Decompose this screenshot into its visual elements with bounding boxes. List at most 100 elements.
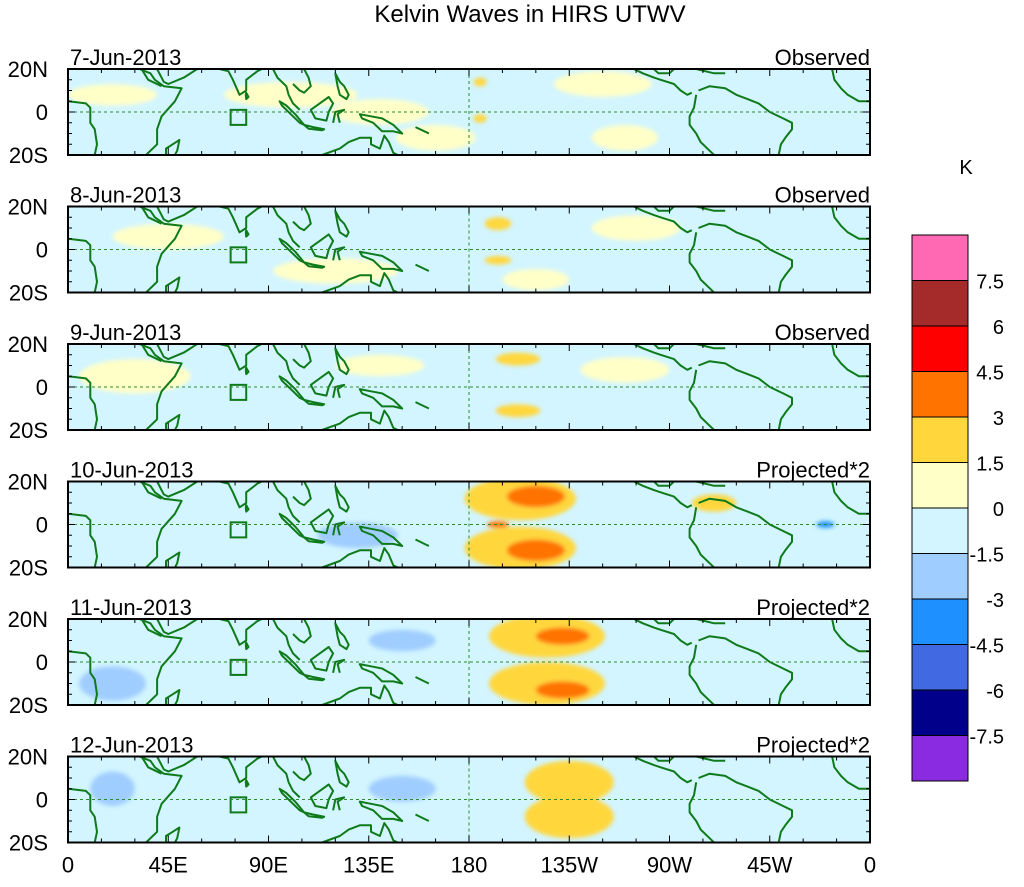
lat-tick-label: 20S <box>9 281 48 306</box>
red-sea-coast <box>140 206 163 225</box>
mexico-coast <box>633 619 693 646</box>
colorbar-label: 3 <box>993 408 1004 430</box>
java <box>303 123 326 132</box>
madagascar <box>165 826 181 843</box>
africa-coast <box>68 375 98 430</box>
sri-lanka <box>244 504 250 513</box>
positive-anomaly <box>335 354 425 377</box>
mexico-coast <box>633 481 693 509</box>
positive-anomaly <box>112 223 224 250</box>
west-africa <box>831 619 870 653</box>
arabia-coast <box>156 756 198 773</box>
lon-tick-label: 45W <box>747 853 792 878</box>
map-panel: 20N 0 20S 9-Jun-2013 Observed <box>8 320 871 443</box>
red-sea-coast <box>140 619 163 638</box>
south-america-west <box>688 94 715 155</box>
panel-type-label: Observed <box>775 320 870 345</box>
australia-north <box>321 547 399 568</box>
colorbar-label: 6 <box>993 317 1004 339</box>
south-america-west <box>688 644 715 705</box>
map-panel: 20N 0 20S 12-Jun-2013 Projected*2 <box>8 733 871 856</box>
panel-date: 10-Jun-2013 <box>70 458 194 483</box>
positive-anomaly <box>502 268 570 291</box>
colorbar-label: -6 <box>986 681 1004 703</box>
solomons <box>415 813 430 822</box>
new-guinea <box>358 250 404 272</box>
east-africa-coast <box>138 206 183 293</box>
australia-north <box>321 822 399 843</box>
colorbar-label: 1.5 <box>976 454 1004 476</box>
lat-tick-label: 0 <box>36 513 48 538</box>
myanmar-malaya <box>272 481 301 524</box>
lon-tick-label: 0 <box>864 853 876 878</box>
positive-anomaly <box>495 404 541 418</box>
colorbar-label: -7.5 <box>970 727 1004 749</box>
africa-coast <box>68 787 98 843</box>
new-guinea <box>358 525 404 547</box>
colorbar-label: -4.5 <box>970 636 1004 658</box>
java <box>303 673 326 682</box>
africa-coast <box>68 650 98 705</box>
borneo <box>309 646 335 672</box>
india-coast <box>219 481 263 509</box>
philippines <box>334 72 350 101</box>
positive-anomaly <box>535 681 590 699</box>
east-africa-coast <box>138 481 183 568</box>
india-coast <box>219 344 263 371</box>
indochina <box>292 756 312 782</box>
panel-date: 7-Jun-2013 <box>70 45 181 70</box>
colorbar-swatch <box>911 553 969 600</box>
map-panel: 20N 0 20S 11-Jun-2013 Projected*2 <box>8 595 871 718</box>
colorbar-swatch <box>911 462 969 509</box>
colorbar-label: -3 <box>986 590 1004 612</box>
island-outline <box>229 658 248 676</box>
lon-tick-label: 90W <box>647 853 692 878</box>
madagascar <box>165 276 181 293</box>
lon-tick-label: 45E <box>149 853 188 878</box>
solomons <box>415 126 430 135</box>
new-guinea <box>358 113 404 135</box>
red-sea-coast <box>140 756 163 775</box>
india-coast <box>219 206 263 234</box>
panel-date: 9-Jun-2013 <box>70 320 181 345</box>
java <box>303 811 326 819</box>
south-america-west <box>688 369 715 430</box>
east-africa-coast <box>138 756 183 843</box>
positive-anomaly <box>495 352 541 366</box>
sri-lanka <box>244 641 250 651</box>
new-guinea <box>358 800 404 822</box>
indochina <box>292 69 312 94</box>
positive-anomaly <box>591 124 659 151</box>
caribbean-islands <box>682 344 726 350</box>
lon-tick-label: 135W <box>541 853 599 878</box>
positive-anomaly <box>506 485 565 508</box>
sulawesi <box>332 246 346 261</box>
caribbean-islands <box>682 69 726 75</box>
java <box>303 398 326 407</box>
sulawesi <box>332 521 346 536</box>
island-outline <box>229 108 248 126</box>
colorbar-swatch <box>911 371 969 418</box>
colorbar-swatch <box>911 644 969 691</box>
west-africa <box>831 481 870 515</box>
sumatra <box>278 375 306 401</box>
positive-anomaly <box>524 795 614 839</box>
sri-lanka <box>244 229 250 238</box>
arabia-coast <box>156 481 198 498</box>
colorbar-label: 4.5 <box>976 363 1004 385</box>
positive-anomaly <box>473 77 487 87</box>
west-africa <box>831 69 870 103</box>
colorbar-swatch <box>911 507 969 554</box>
west-africa <box>831 756 870 790</box>
australia-north <box>321 684 399 705</box>
figure-title: Kelvin Waves in HIRS UTWV <box>374 1 685 28</box>
borneo <box>309 783 335 810</box>
island-outline <box>229 796 248 814</box>
sulawesi <box>332 658 346 674</box>
positive-anomaly <box>395 124 476 151</box>
mexico-coast <box>633 344 693 371</box>
borneo <box>309 233 335 260</box>
sumatra <box>278 787 306 814</box>
south-america-north <box>698 360 793 430</box>
mexico-coast <box>633 69 693 96</box>
